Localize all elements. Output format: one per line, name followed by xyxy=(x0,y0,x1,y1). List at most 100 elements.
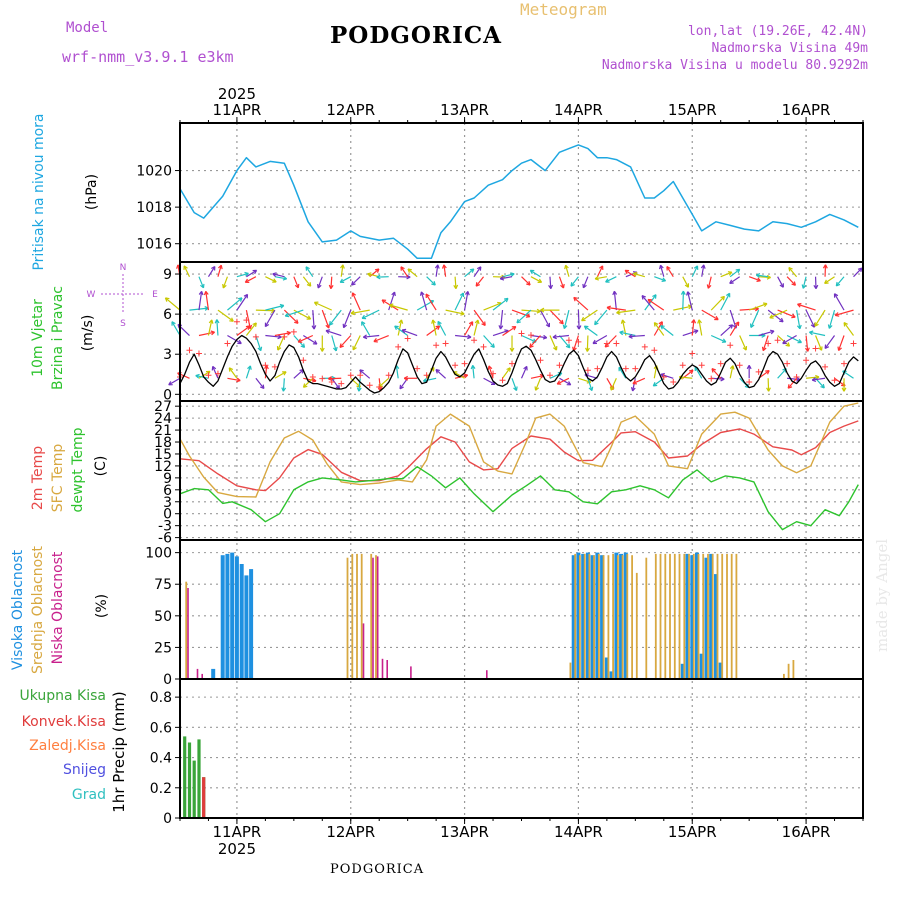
wind-direction-arrow xyxy=(453,371,465,379)
wind-arrow-head xyxy=(351,292,357,297)
wind-arrow-head xyxy=(513,386,518,391)
clouds-ytick-label: 75 xyxy=(154,577,172,593)
wind-arrow-head xyxy=(276,346,282,351)
product-title: Meteogram xyxy=(520,0,607,19)
wind-arrow-head xyxy=(328,284,334,290)
wind-arrow-head xyxy=(490,343,495,348)
gust-marker xyxy=(186,347,193,354)
wind-arrow-head xyxy=(435,369,440,374)
wind-direction-arrow xyxy=(694,366,703,379)
wind-direction-arrow xyxy=(423,377,437,382)
wind-direction-arrow xyxy=(351,276,361,286)
gust-marker xyxy=(527,332,534,339)
temperature-ytick-label: 3 xyxy=(163,495,172,511)
gust-marker xyxy=(490,370,497,377)
wind-direction-arrow xyxy=(777,276,784,288)
t2m-line xyxy=(179,420,859,492)
wind-direction-arrow xyxy=(584,325,598,336)
wind-direction-arrow xyxy=(710,296,725,311)
wind-direction-arrow xyxy=(594,309,608,326)
precip-legend-label: Konvek.Kisa xyxy=(22,714,106,730)
wind-direction-arrow xyxy=(758,330,775,337)
precip-ytick-label: 0.4 xyxy=(150,751,172,767)
wind-direction-arrow xyxy=(228,367,238,379)
gust-marker xyxy=(262,362,269,369)
wind-direction-arrow xyxy=(729,309,737,329)
mid-cloud-bar xyxy=(185,581,188,679)
wind-arrow-head xyxy=(693,265,699,270)
wind-direction-arrow xyxy=(293,309,311,320)
wind-direction-arrow xyxy=(552,334,569,338)
cloud-side-label-mid: Srednja Oblacnost xyxy=(30,546,46,674)
wind-arrow-head xyxy=(742,346,748,351)
gust-marker xyxy=(214,370,221,377)
wind-arrow-head xyxy=(503,297,509,303)
mid-cloud-bar xyxy=(593,555,595,679)
wind-arrow-head xyxy=(247,365,252,370)
wind-arrow-head xyxy=(548,284,554,290)
wind-direction-arrow xyxy=(619,331,636,337)
wind-arrow-head xyxy=(237,297,243,302)
wind-arrow-head xyxy=(765,370,770,375)
wind-direction-arrow xyxy=(739,335,747,351)
wind-direction-arrow xyxy=(613,291,617,311)
wind-arrow-head xyxy=(469,268,475,273)
wind-arrow-head xyxy=(728,324,734,329)
mid-cloud-bar xyxy=(574,553,577,679)
wind-arrow-head xyxy=(791,313,796,319)
wind-arrow-head xyxy=(734,321,740,326)
mid-cloud-bar xyxy=(356,553,358,679)
wind-direction-arrow xyxy=(285,309,304,317)
wind-arrow-head xyxy=(824,344,830,350)
wind-direction-arrow xyxy=(168,377,181,386)
wind-arrow-head xyxy=(606,305,612,311)
high-cloud-bar xyxy=(595,552,600,679)
pressure-ytick-label: 1016 xyxy=(136,237,172,253)
wind-arrow-head xyxy=(720,295,725,301)
compass-n: N xyxy=(120,263,127,273)
wind-direction-arrow xyxy=(582,276,589,289)
wind-arrow-head xyxy=(801,284,807,289)
wind-direction-arrow xyxy=(570,276,579,287)
wind-ytick-label: 9 xyxy=(163,267,172,283)
wind-direction-arrow xyxy=(628,334,645,338)
wind-arrow-head xyxy=(244,278,250,283)
wind-arrow-head xyxy=(509,347,515,352)
wind-arrow-head xyxy=(536,308,541,314)
gust-marker xyxy=(366,382,373,389)
wind-arrow-head xyxy=(342,323,348,329)
wind-direction-arrow xyxy=(483,377,496,385)
mid-cloud-bar xyxy=(783,673,785,679)
wind-arrow-head xyxy=(835,281,841,287)
wind-arrow-head xyxy=(319,347,325,352)
wind-direction-arrow xyxy=(264,309,276,327)
wind-arrow-head xyxy=(540,307,545,313)
top-year-label: 2025 xyxy=(218,85,256,103)
mid-cloud-bar xyxy=(654,553,657,679)
wind-direction-arrow xyxy=(710,334,727,343)
low-cloud-bar xyxy=(376,556,379,679)
wind-direction-arrow xyxy=(464,321,474,336)
wind-direction-arrow xyxy=(606,306,626,311)
wind-arrow-head xyxy=(653,322,659,327)
wind-arrow-head xyxy=(203,290,209,296)
temperature-panel-bg xyxy=(180,401,863,540)
mid-cloud-bar xyxy=(726,553,728,679)
wind-arrow-head xyxy=(582,283,587,289)
wind-direction-arrow xyxy=(828,309,836,329)
wind-direction-arrow xyxy=(272,273,285,278)
temperature-ytick-label: 15 xyxy=(154,447,172,463)
wind-direction-arrow xyxy=(559,377,572,386)
wind-direction-arrow xyxy=(616,309,636,314)
precip-ytick-label: 0 xyxy=(163,811,172,827)
mid-cloud-bar xyxy=(707,553,709,679)
wind-arrow-head xyxy=(827,324,833,329)
wind-arrow-head xyxy=(245,325,251,330)
temperature-ytick-label: 18 xyxy=(154,435,172,451)
wind-direction-arrow xyxy=(756,274,769,278)
mid-cloud-bar xyxy=(626,553,629,679)
wind-arrow-head xyxy=(720,376,725,382)
wind-direction-arrow xyxy=(729,268,741,278)
wind-arrow-head xyxy=(763,302,768,307)
wind-arrow-head xyxy=(339,343,344,348)
